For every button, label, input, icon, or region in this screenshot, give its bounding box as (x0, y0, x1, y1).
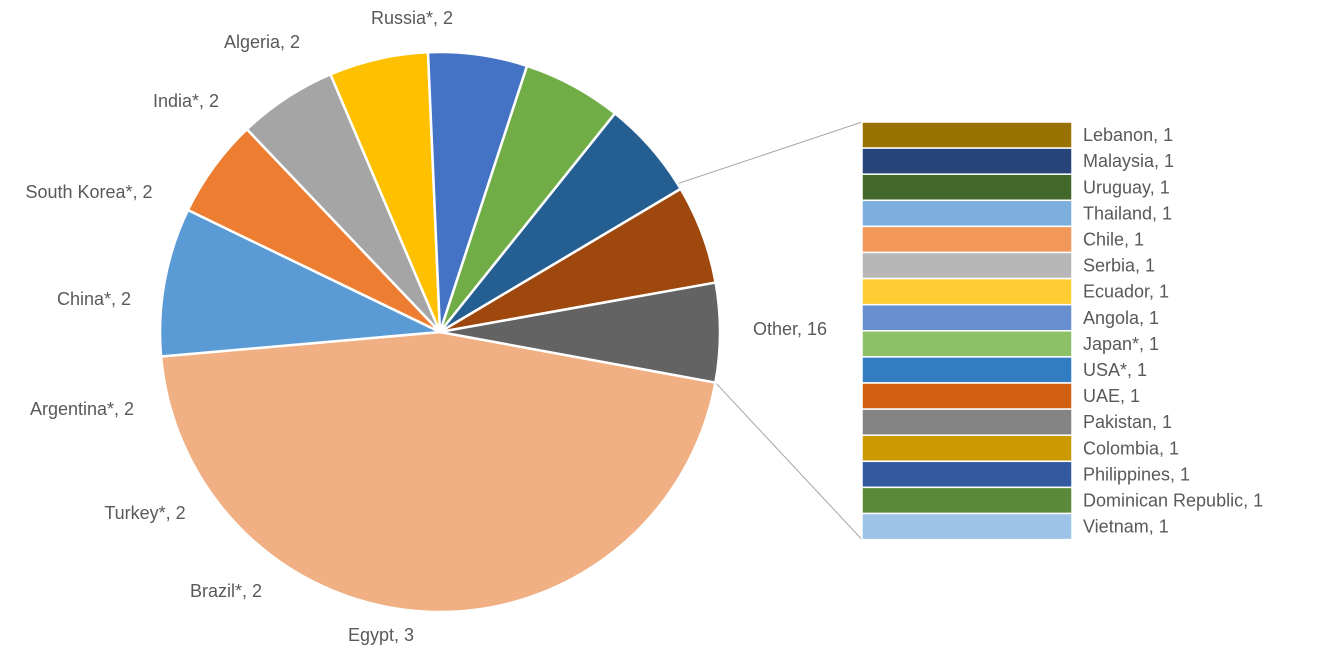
pie-label-india: India*, 2 (153, 91, 219, 111)
bar-label-lebanon: Lebanon, 1 (1083, 125, 1173, 145)
pie-label-brazil: Brazil*, 2 (190, 581, 262, 601)
bar-segment-philippines (861, 460, 1073, 489)
pie-label-china: China*, 2 (57, 289, 131, 309)
bar-segment-colombia (861, 434, 1073, 463)
bar-label-dominican-republic: Dominican Republic, 1 (1083, 490, 1263, 510)
pie-label-argentina: Argentina*, 2 (30, 399, 134, 419)
bar-label-uruguay: Uruguay, 1 (1083, 177, 1170, 197)
bar-segment-ecuador (861, 277, 1073, 306)
bar-segment-malaysia (861, 147, 1073, 175)
bar-label-philippines: Philippines, 1 (1083, 464, 1190, 484)
pie-slice-egypt (158, 208, 445, 358)
pie-slice-russia (439, 281, 722, 385)
pie-label-egypt: Egypt, 3 (348, 625, 414, 645)
bar-label-ecuador: Ecuador, 1 (1083, 282, 1169, 302)
pie-slice-other (159, 330, 717, 614)
bar-label-colombia: Colombia, 1 (1083, 438, 1179, 458)
bar-label-malaysia: Malaysia, 1 (1083, 151, 1174, 171)
bar-label-usa: USA*, 1 (1083, 360, 1147, 380)
bar-label-chile: Chile, 1 (1083, 229, 1144, 249)
main-pie (158, 50, 722, 614)
bar-segment-pakistan (861, 408, 1073, 436)
pie-label-russia: Russia*, 2 (371, 8, 453, 28)
bar-segment-vietnam (861, 512, 1073, 541)
bar-segment-uruguay (861, 173, 1073, 202)
main-pie-labels: Other, 16 Egypt, 3 Brazil*, 2 Turkey*, 2 Arg… (25, 8, 827, 645)
other-breakdown-bar (861, 121, 1073, 541)
bar-label-pakistan: Pakistan, 1 (1083, 412, 1172, 432)
bar-label-vietnam: Vietnam, 1 (1083, 517, 1169, 537)
bar-segment-japan (861, 330, 1073, 358)
bar-segment-dominican-republic (861, 486, 1073, 515)
bar-label-uae: UAE, 1 (1083, 386, 1140, 406)
bar-segment-angola (861, 303, 1073, 332)
bar-label-serbia: Serbia, 1 (1083, 256, 1155, 276)
bar-label-japan: Japan*, 1 (1083, 334, 1159, 354)
bar-segment-thailand (861, 199, 1073, 228)
connector-line-bottom (715, 382, 863, 540)
other-breakdown-labels: Lebanon, 1 Malaysia, 1 Uruguay, 1 Thailand,… (1083, 125, 1263, 537)
bar-segment-serbia (861, 251, 1073, 280)
pie-label-algeria: Algeria, 2 (224, 32, 300, 52)
pie-label-turkey: Turkey*, 2 (104, 503, 185, 523)
pie-label-other: Other, 16 (753, 319, 827, 339)
bar-segment-chile (861, 225, 1073, 254)
bar-label-thailand: Thailand, 1 (1083, 203, 1172, 223)
bar-segment-lebanon (861, 121, 1073, 149)
bar-segment-uae (861, 382, 1073, 410)
bar-segment-usa (861, 356, 1073, 384)
bar-label-angola: Angola, 1 (1083, 308, 1159, 328)
pie-label-south-korea: South Korea*, 2 (25, 182, 152, 202)
